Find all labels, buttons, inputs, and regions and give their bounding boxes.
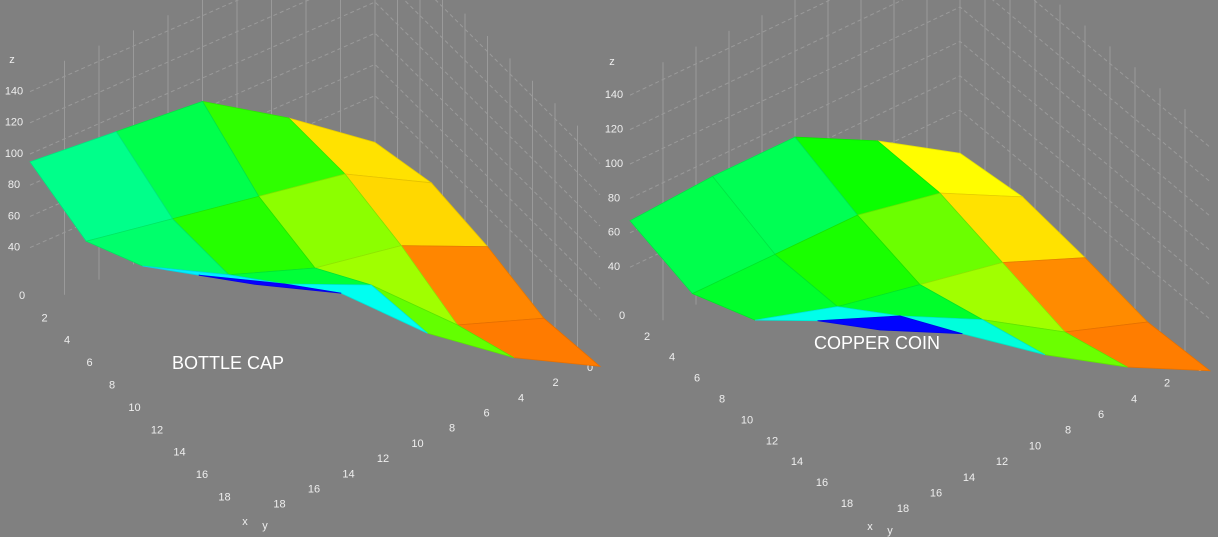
x-tick-label: 8 [109,380,115,392]
z-tick-label: 40 [608,261,620,273]
y-tick-label: 18 [273,499,285,511]
z-grid-line [29,95,601,320]
z-tick-label: 120 [605,124,623,136]
y-tick-label: 2 [552,377,558,389]
y-tick-label: 6 [1098,409,1104,421]
z-tick-label: 100 [5,148,23,160]
x-tick-label: 4 [64,335,70,347]
z-tick-label: 60 [608,227,620,239]
z-tick-label: 140 [605,89,623,101]
z-tick-label: 120 [5,117,23,129]
y-tick-label: 10 [411,438,423,450]
z-tick-label: 40 [8,242,20,254]
y-tick-label: 6 [483,408,489,420]
z-grid-line [29,1,601,227]
z-grid-line [29,63,601,289]
x-tick-label: 6 [86,357,92,369]
x-tick-label: 10 [128,402,140,414]
z-grid-line [29,32,601,258]
z-tick-label: 80 [8,179,20,191]
chart-title: BOTTLE CAP [172,353,284,373]
x-tick-label: 0 [19,290,25,302]
y-tick-label: 10 [1029,440,1041,452]
y-axis-label: y [887,525,893,537]
z-grid-line [29,0,601,196]
z-tick-label: 80 [608,192,620,204]
y-tick-label: 18 [897,503,909,515]
y-tick-label: 14 [963,472,975,484]
z-grid-line [629,0,1211,148]
y-tick-label: 12 [377,453,389,465]
x-axis-label: x [867,521,873,533]
x-tick-label: 18 [218,492,230,504]
z-grid-line [629,0,1211,182]
z-axis-label: z [609,56,615,68]
y-tick-label: 14 [342,468,354,480]
x-tick-label: 8 [719,394,725,406]
surface-patch [817,315,963,335]
y-tick-label: 12 [996,456,1008,468]
y-tick-label: 2 [1164,378,1170,390]
x-tick-label: 16 [196,469,208,481]
y-tick-label: 16 [930,488,942,500]
x-tick-label: 2 [644,331,650,343]
z-tick-label: 60 [8,210,20,222]
x-tick-label: 14 [791,456,803,468]
x-tick-label: 18 [841,498,853,510]
z-axis-label: z [9,54,15,66]
z-tick-label: 140 [5,86,23,98]
x-tick-label: 12 [766,435,778,447]
y-tick-label: 8 [449,423,455,435]
x-tick-label: 16 [816,477,828,489]
x-tick-label: 14 [173,447,185,459]
z-grid-line [29,0,601,164]
y-tick-label: 8 [1065,425,1071,437]
y-tick-label: 16 [308,484,320,496]
x-tick-label: 6 [694,373,700,385]
x-tick-label: 10 [741,414,753,426]
y-tick-label: 0 [587,362,593,374]
x-axis-label: x [242,516,248,528]
y-axis-label: y [262,520,268,532]
x-tick-label: 12 [151,424,163,436]
y-tick-label: 4 [518,392,524,404]
x-tick-label: 4 [669,352,675,364]
x-tick-label: 2 [41,312,47,324]
x-tick-label: 0 [619,310,625,322]
chart-title: COPPER COIN [814,333,940,353]
y-tick-label: 4 [1131,393,1137,405]
z-tick-label: 100 [605,158,623,170]
surface-patch [198,274,342,294]
